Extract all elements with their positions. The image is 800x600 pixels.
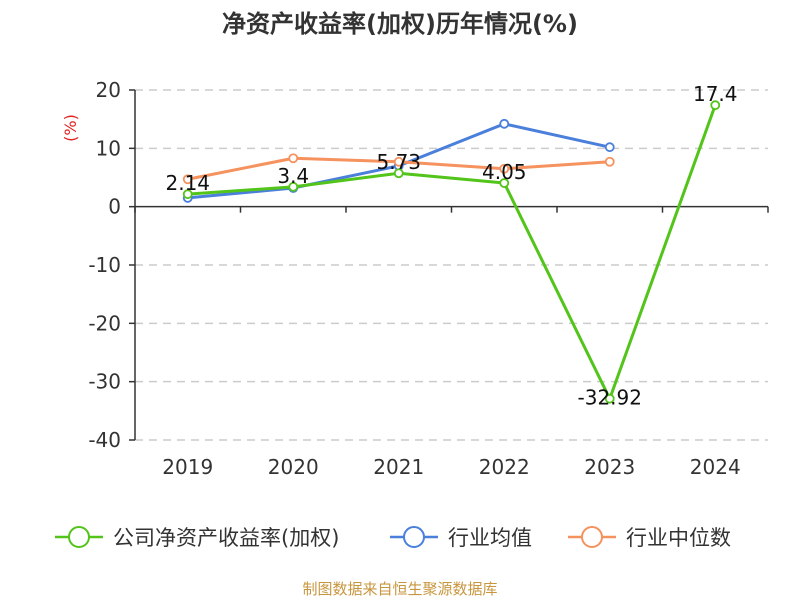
data-label: 17.4 [693, 82, 738, 106]
data-point [182, 174, 193, 185]
y-tick-label: -30 [88, 370, 121, 394]
data-point [710, 100, 721, 111]
y-tick-label: 0 [108, 195, 121, 219]
x-tick-label: 2024 [690, 455, 741, 479]
data-point [182, 189, 193, 200]
legend-circle-icon [581, 526, 603, 548]
data-label: 5.73 [376, 150, 421, 174]
y-tick-label: -10 [88, 253, 121, 277]
data-label: -32.92 [578, 386, 642, 410]
grid-lines [135, 89, 768, 441]
legend-label: 公司净资产收益率(加权) [113, 526, 339, 550]
legend-item[interactable]: 公司净资产收益率(加权) [55, 526, 339, 550]
x-tick-label: 2019 [162, 455, 213, 479]
y-tick-label: -20 [88, 311, 121, 335]
data-point [499, 178, 510, 188]
data-point [604, 156, 615, 167]
data-label: 4.05 [482, 160, 527, 184]
data-point [393, 168, 404, 179]
data-point [288, 181, 299, 192]
y-tick-label: 10 [96, 136, 121, 160]
series-line [187, 104, 717, 401]
y-tick-label: -40 [88, 428, 121, 452]
data-labels: 2.14 3.4 5.73 4.05 -32.92 17.4 [165, 82, 737, 410]
series-lines [182, 100, 721, 404]
legend-item[interactable]: 行业均值 [390, 526, 532, 550]
axes: 20 10 0 -10 -20 -30 -40 2019 2020 2021 2022 2023 202… [88, 78, 769, 479]
legend-circle-icon [68, 526, 90, 548]
source-note: 制图数据来自恒生聚源数据库 [302, 580, 497, 598]
data-point [499, 118, 510, 129]
y-axis-label: (%) [61, 114, 80, 142]
data-point [393, 156, 404, 167]
x-tick-label: 2022 [479, 455, 530, 479]
legend-label: 行业中位数 [626, 526, 731, 550]
legend-label: 行业均值 [448, 526, 532, 550]
y-tick-label: 20 [96, 78, 121, 102]
x-tick-label: 2021 [373, 455, 424, 479]
data-label: 3.4 [277, 164, 309, 188]
data-label: 2.14 [165, 171, 210, 195]
data-point [499, 163, 510, 174]
legend[interactable]: 公司净资产收益率(加权) 行业均值 行业中位数 [55, 526, 731, 550]
chart-title: 净资产收益率(加权)历年情况(%) [222, 10, 578, 38]
data-point [288, 153, 299, 164]
x-tick-label: 2020 [268, 455, 319, 479]
data-point [604, 393, 615, 404]
data-point [604, 142, 615, 153]
legend-circle-icon [403, 526, 425, 548]
legend-item[interactable]: 行业中位数 [568, 526, 731, 550]
x-tick-label: 2023 [584, 455, 635, 479]
